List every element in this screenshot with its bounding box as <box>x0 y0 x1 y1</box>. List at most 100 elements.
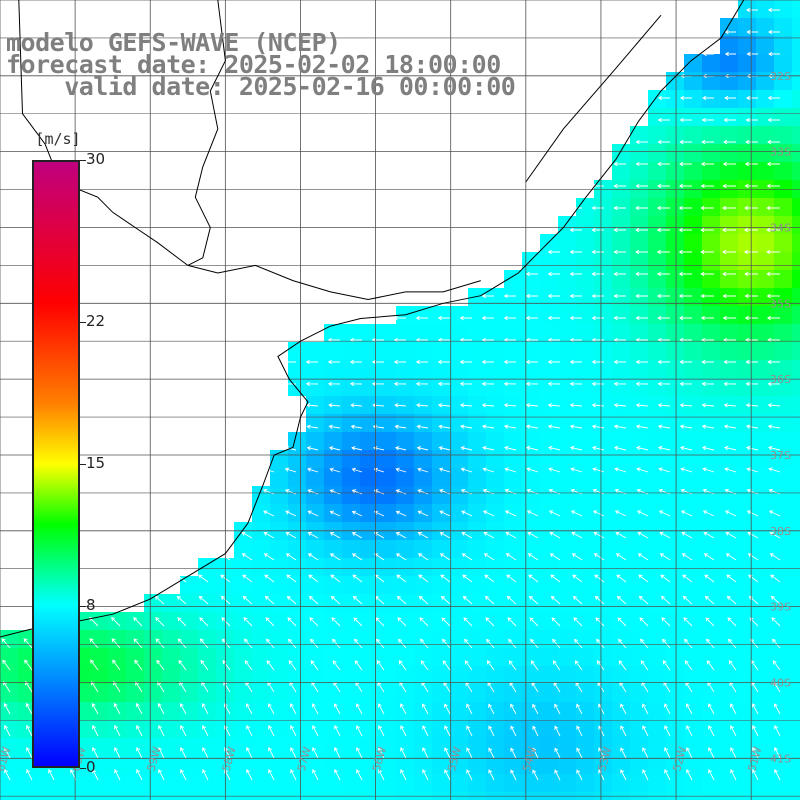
wind-vector-arrow <box>133 616 143 627</box>
wind-vector-arrow <box>532 725 539 737</box>
wind-speed-cell <box>774 666 792 684</box>
wind-vector-arrow <box>263 531 275 539</box>
wind-speed-cell <box>144 720 162 738</box>
wind-speed-cell <box>306 486 324 504</box>
wind-vector-arrow <box>356 725 363 737</box>
wind-speed-cell <box>288 720 306 738</box>
wind-speed-cell <box>414 486 432 504</box>
wind-speed-cell <box>378 504 396 522</box>
wind-vector-arrow <box>334 769 341 781</box>
wind-speed-cell <box>720 432 738 450</box>
wind-vector-arrow <box>482 488 495 495</box>
wind-speed-cell <box>0 648 18 666</box>
wind-vector-arrow <box>351 489 363 495</box>
wind-vector-arrow <box>591 249 604 255</box>
wind-speed-cell <box>612 486 630 504</box>
wind-speed-cell <box>108 612 126 630</box>
wind-speed-cell <box>198 630 216 648</box>
wind-vector-arrow <box>92 747 99 759</box>
wind-speed-cell <box>288 630 306 648</box>
wind-vector-arrow <box>199 638 209 649</box>
wind-speed-cell <box>234 774 252 792</box>
wind-speed-cell <box>792 648 800 666</box>
wind-speed-cell <box>612 180 630 198</box>
wind-vector-arrow <box>725 553 737 561</box>
wind-vector-arrow <box>351 553 363 561</box>
wind-speed-cell <box>684 342 702 360</box>
wind-speed-cell <box>720 198 738 216</box>
colorbar-tick-label: 0 <box>86 758 96 776</box>
wind-speed-cell <box>666 666 684 684</box>
wind-vector-arrow <box>613 205 626 211</box>
wind-speed-cell <box>648 162 666 180</box>
wind-vector-arrow <box>444 769 451 781</box>
wind-speed-cell <box>756 144 774 162</box>
wind-speed-cell <box>612 738 630 756</box>
wind-speed-cell <box>162 594 180 612</box>
wind-speed-cell <box>486 774 504 792</box>
wind-speed-cell <box>792 342 800 360</box>
wind-vector-arrow <box>638 574 649 583</box>
wind-speed-cell <box>774 270 792 288</box>
wind-speed-cell <box>252 756 270 774</box>
wind-speed-cell <box>702 486 720 504</box>
wind-vector-arrow <box>767 117 780 123</box>
wind-speed-cell <box>414 576 432 594</box>
wind-speed-cell <box>396 324 414 342</box>
wind-speed-cell <box>90 666 108 684</box>
wind-speed-cell <box>504 684 522 702</box>
wind-vector-arrow <box>722 271 736 277</box>
wind-speed-cell <box>342 432 360 450</box>
wind-speed-cell <box>234 720 252 738</box>
wind-speed-cell <box>486 504 504 522</box>
wind-speed-cell <box>108 702 126 720</box>
wind-speed-cell <box>576 558 594 576</box>
wind-vector-arrow <box>635 249 648 255</box>
wind-speed-cell <box>378 360 396 378</box>
wind-speed-cell <box>342 450 360 468</box>
wind-vector-arrow <box>285 553 297 561</box>
wind-vector-arrow <box>548 445 561 451</box>
wind-vector-arrow <box>613 249 626 255</box>
wind-vector-arrow <box>550 574 561 583</box>
wind-speed-cell <box>756 396 774 414</box>
wind-speed-cell <box>306 576 324 594</box>
wind-speed-cell <box>666 756 684 774</box>
wind-vector-arrow <box>591 403 605 408</box>
wind-speed-cell <box>648 468 666 486</box>
wind-speed-cell <box>522 630 540 648</box>
wind-vector-arrow <box>526 488 539 495</box>
wind-vector-arrow <box>592 488 605 495</box>
wind-vector-arrow <box>613 161 626 167</box>
wind-speed-cell <box>432 432 450 450</box>
wind-speed-cell <box>540 540 558 558</box>
wind-vector-arrow <box>662 660 671 671</box>
wind-vector-arrow <box>726 595 737 605</box>
wind-speed-cell <box>684 558 702 576</box>
wind-vector-arrow <box>268 725 275 737</box>
wind-vector-arrow <box>571 553 583 561</box>
wind-speed-cell <box>324 558 342 576</box>
wind-vector-arrow <box>723 117 736 123</box>
wind-speed-cell <box>702 774 720 792</box>
wind-vector-arrow <box>547 424 561 429</box>
wind-speed-cell <box>378 576 396 594</box>
wind-speed-cell <box>468 738 486 756</box>
wind-vector-arrow <box>525 381 539 387</box>
wind-vector-arrow <box>723 139 736 145</box>
colorbar-tick-mark <box>80 322 86 324</box>
wind-vector-arrow <box>23 638 33 649</box>
wind-speed-cell <box>468 702 486 720</box>
wind-speed-cell <box>684 576 702 594</box>
wind-speed-cell <box>738 36 756 54</box>
wind-vector-arrow <box>113 681 121 693</box>
wind-speed-cell <box>558 450 576 468</box>
wind-speed-cell <box>522 648 540 666</box>
wind-vector-arrow <box>724 445 737 451</box>
wind-speed-cell <box>342 756 360 774</box>
wind-vector-arrow <box>486 660 495 671</box>
wind-speed-cell <box>468 756 486 774</box>
wind-speed-cell <box>648 144 666 162</box>
wind-speed-cell <box>486 612 504 630</box>
wind-vector-arrow <box>460 488 473 495</box>
